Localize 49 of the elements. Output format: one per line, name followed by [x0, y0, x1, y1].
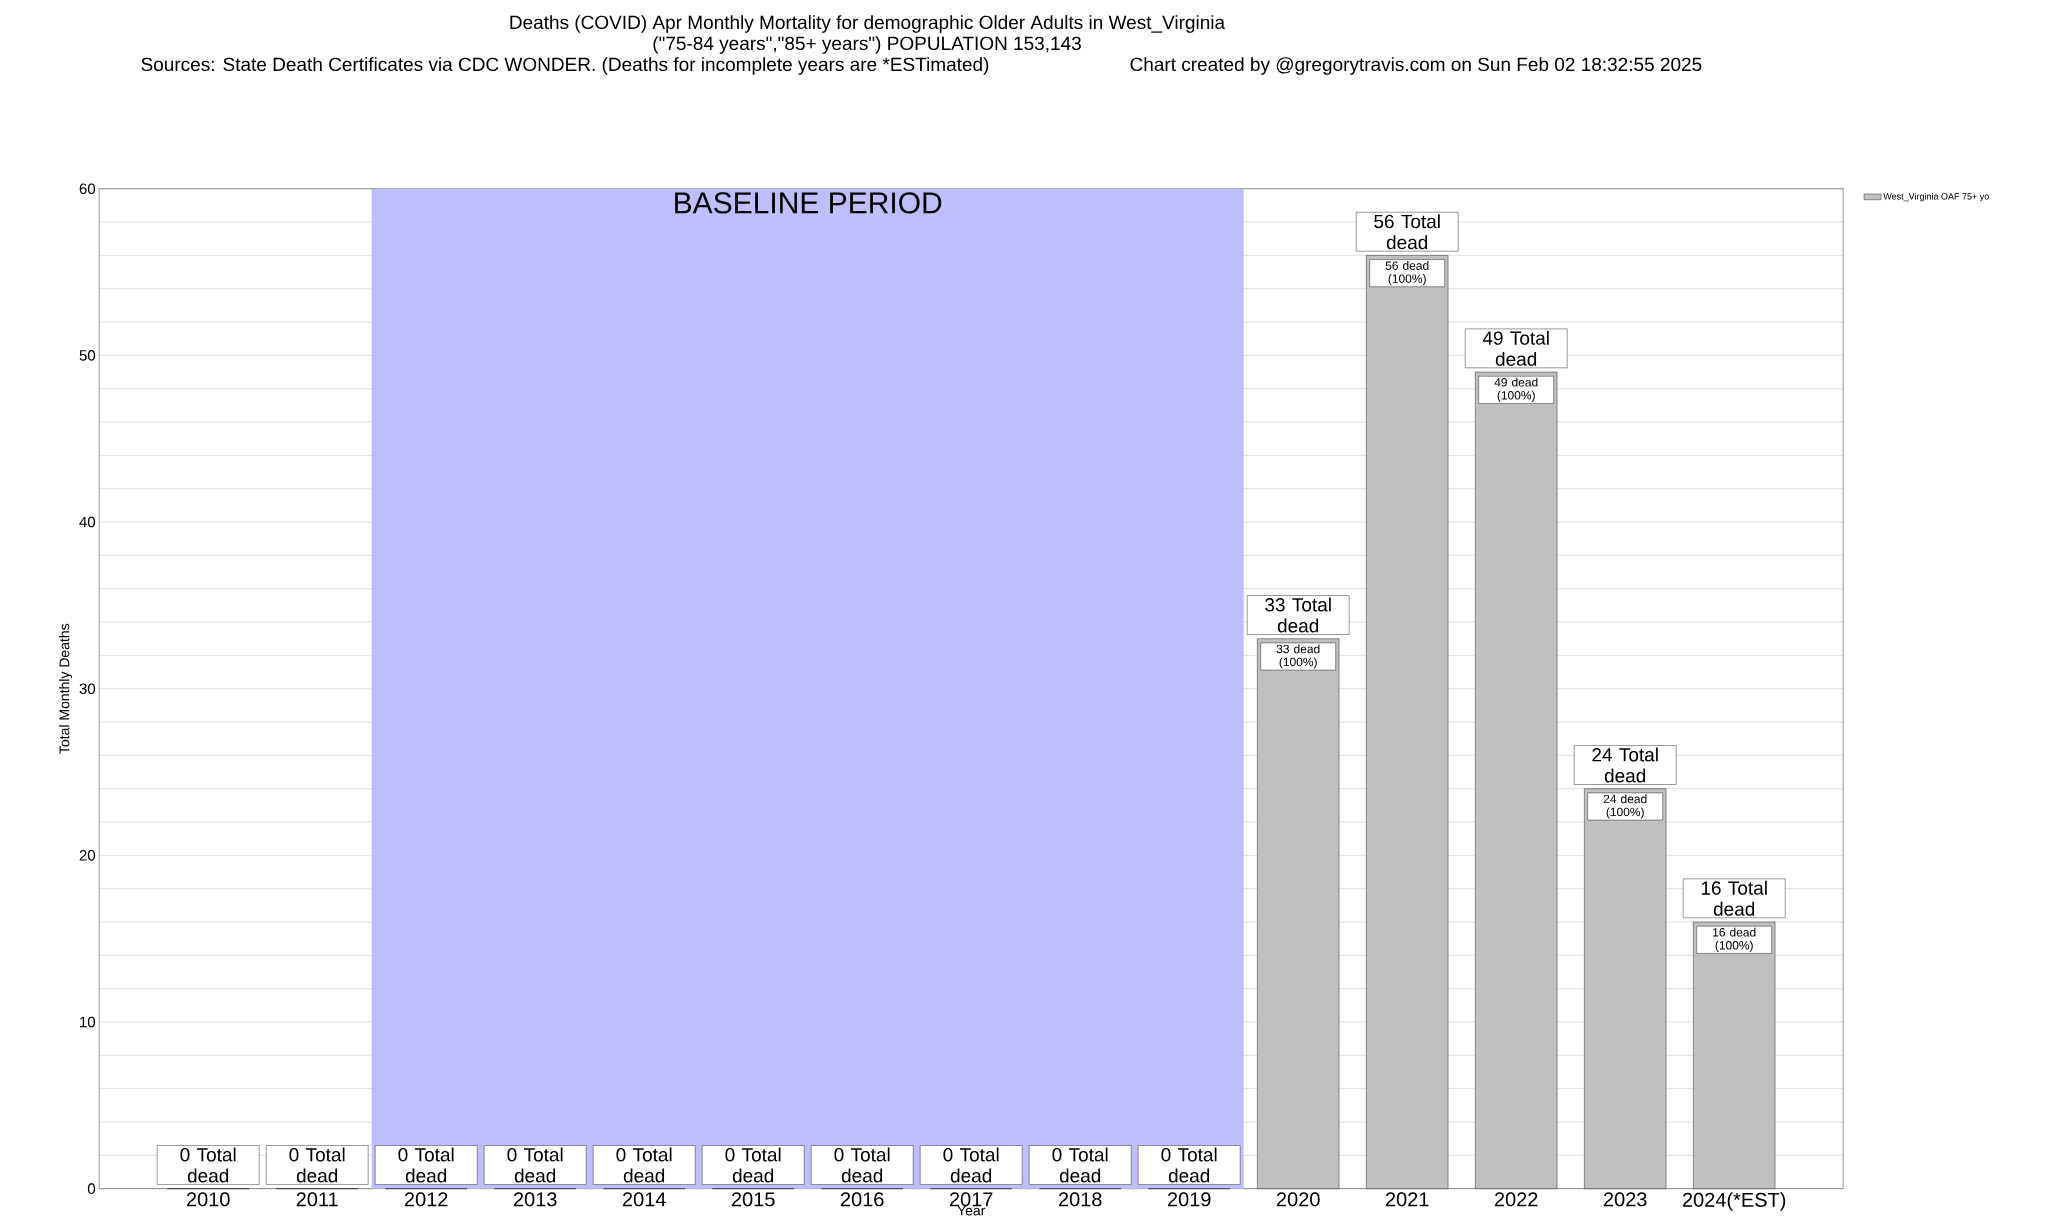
y-tick-label: 20	[79, 850, 96, 861]
data-label: 0 Total dead	[834, 1147, 890, 1183]
x-tick-label: 2013	[513, 1192, 557, 1207]
annotation: 49 dead (100%)	[1494, 377, 1538, 403]
y-tick-label: 50	[79, 350, 96, 361]
y-tick-label: 10	[80, 1016, 96, 1028]
data-label: 0 Total dead	[943, 1147, 999, 1183]
annotation: 56 dead (100%)	[1385, 261, 1429, 286]
source-note: Sources: State Death Certificates via CDC WONDER. (Deaths for incomplete years are *ESTimated)	[141, 57, 989, 75]
chart-title: Deaths (COVID) Apr Monthly Mortality for demographic Older Adults in West_Virginia	[510, 15, 1226, 33]
data-label: 0 Total dead	[507, 1147, 563, 1183]
x-tick-label: 2021	[1385, 1192, 1429, 1207]
x-tick-label: 2016	[840, 1192, 884, 1207]
text: Chart created by @gregorytravis.com on Sun Feb 02 18:32:55 2025	[1130, 57, 1702, 75]
y-tick-label: 0	[87, 1183, 96, 1195]
x-tick-label: 2023	[1603, 1192, 1647, 1207]
band-label: BASELINE PERIOD	[675, 192, 942, 214]
annotation: 16 dead (100%)	[1713, 927, 1756, 952]
x-tick-label: 2011	[296, 1192, 338, 1207]
data-label: 16 Total dead	[1701, 880, 1767, 916]
legend-label: West_Virginia OAF 75+ yo	[1883, 193, 1989, 202]
data-label: 0 Total dead	[398, 1147, 454, 1183]
annotation: 33 dead (100%)	[1276, 644, 1320, 669]
data-label: 0 Total dead	[289, 1147, 345, 1183]
y-tick-label: 40	[79, 516, 96, 528]
x-tick-label: 2010	[186, 1192, 230, 1207]
y-tick-label: 60	[79, 183, 96, 195]
data-label: 0 Total dead	[1161, 1147, 1217, 1183]
y-axis-title: Total Monthly Deaths	[59, 623, 73, 754]
x-tick-label: 2022	[1494, 1192, 1538, 1207]
chart-subtitle: ("75-84 years","85+ years") POPULATION 153,143	[653, 36, 1081, 54]
data-label: 0 Total dead	[180, 1147, 236, 1183]
y-tick-label: 30	[79, 683, 96, 695]
data-label: 24 Total dead	[1592, 747, 1658, 783]
data-label: 33 Total dead	[1265, 597, 1331, 633]
x-tick-label: 2018	[1058, 1192, 1102, 1207]
data-label: 0 Total dead	[616, 1147, 672, 1183]
x-tick-label: 2017	[949, 1192, 993, 1207]
data-label: 0 Total dead	[1052, 1147, 1108, 1183]
x-tick-label: 2014	[622, 1192, 666, 1207]
data-label: 49 Total dead	[1482, 330, 1549, 366]
x-tick-label: 2024(*EST)	[1682, 1192, 1786, 1211]
x-tick-label: 2019	[1167, 1192, 1211, 1207]
data-label: 0 Total dead	[725, 1147, 781, 1183]
x-tick-label: 2015	[731, 1192, 775, 1207]
annotation: 24 dead (100%)	[1603, 794, 1647, 819]
x-tick-label: 2012	[404, 1192, 448, 1207]
data-label: 56 Total dead	[1374, 214, 1440, 250]
x-tick-label: 2020	[1276, 1192, 1320, 1207]
